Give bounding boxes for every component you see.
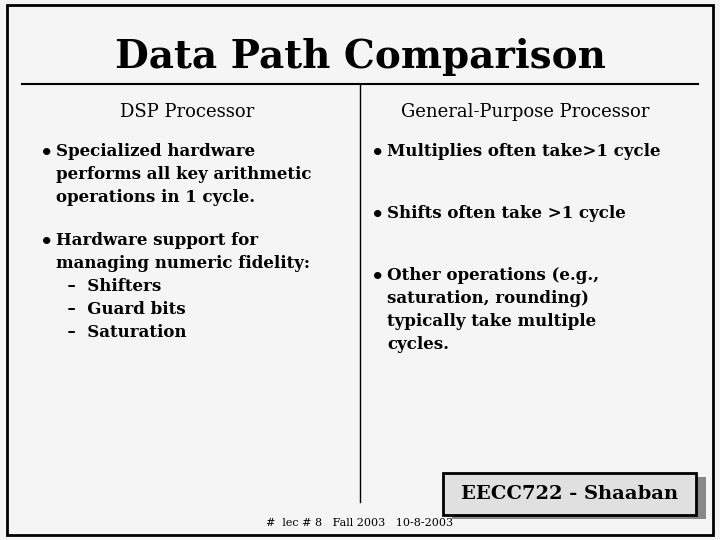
- Text: •: •: [371, 205, 384, 225]
- Text: •: •: [371, 267, 384, 287]
- Text: Multiplies often take>1 cycle: Multiplies often take>1 cycle: [387, 143, 661, 160]
- Text: DSP Processor: DSP Processor: [120, 103, 254, 120]
- Text: Data Path Comparison: Data Path Comparison: [114, 38, 606, 76]
- Text: General-Purpose Processor: General-Purpose Processor: [402, 103, 649, 120]
- Text: Specialized hardware
performs all key arithmetic
operations in 1 cycle.: Specialized hardware performs all key ar…: [56, 143, 312, 206]
- Text: EECC722 - Shaaban: EECC722 - Shaaban: [461, 485, 678, 503]
- Text: •: •: [40, 232, 53, 252]
- Text: Shifts often take >1 cycle: Shifts often take >1 cycle: [387, 205, 626, 222]
- Text: Hardware support for
managing numeric fidelity:
  –  Shifters
  –  Guard bits
  : Hardware support for managing numeric fi…: [56, 232, 310, 341]
- Text: #  lec # 8   Fall 2003   10-8-2003: # lec # 8 Fall 2003 10-8-2003: [266, 518, 454, 528]
- Text: Other operations (e.g.,
saturation, rounding)
typically take multiple
cycles.: Other operations (e.g., saturation, roun…: [387, 267, 600, 353]
- Text: •: •: [371, 143, 384, 163]
- Text: •: •: [40, 143, 53, 163]
